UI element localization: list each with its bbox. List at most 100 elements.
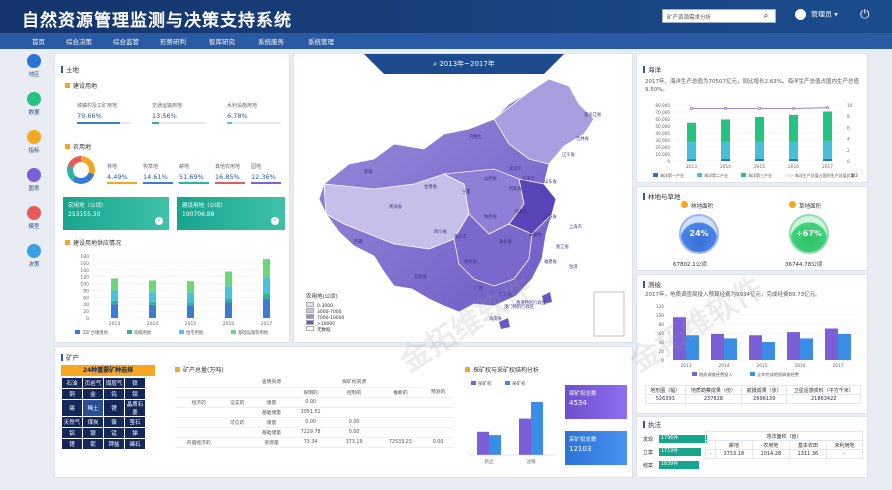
survey-bar[interactable] xyxy=(838,333,851,360)
mineral-cell[interactable]: 页岩气 xyxy=(82,377,104,389)
ocean-bar[interactable] xyxy=(755,116,764,142)
sidebar-item-5[interactable]: 决策 xyxy=(16,244,52,268)
ocean-bar[interactable] xyxy=(789,114,798,142)
mineral-cell[interactable]: 铌 xyxy=(82,438,104,450)
mineral-cell[interactable]: 煤层气 xyxy=(103,377,125,389)
ocean-bar[interactable] xyxy=(721,141,730,160)
supply-bar[interactable] xyxy=(111,278,118,291)
supply-bar[interactable] xyxy=(263,259,270,279)
supply-bar[interactable] xyxy=(225,302,232,319)
ocean-bar[interactable] xyxy=(687,159,696,161)
mineral-cell[interactable]: 锂 xyxy=(61,438,83,450)
supply-bar[interactable] xyxy=(187,292,194,303)
survey-bar[interactable] xyxy=(800,338,813,360)
ocean-bar[interactable] xyxy=(755,158,764,161)
mineral-cell[interactable]: 晶质石墨 xyxy=(124,399,146,417)
mineral-cell[interactable]: 钨 xyxy=(103,388,125,400)
supply-bar[interactable] xyxy=(225,298,232,303)
explore-total-card[interactable]: 探矿权总数 4534 xyxy=(565,385,627,419)
supply-bar[interactable] xyxy=(263,293,270,300)
supply-bar[interactable] xyxy=(187,281,194,293)
law-bar[interactable]: 1839件 xyxy=(659,461,699,469)
supply-bar[interactable] xyxy=(263,278,270,294)
mineral-cell[interactable]: 钾盐 xyxy=(103,438,125,450)
law-bar[interactable]: 1719件 xyxy=(659,448,701,456)
ocean-bar[interactable] xyxy=(755,141,764,159)
rights-bar[interactable] xyxy=(489,435,501,455)
mineral-cell[interactable]: 铝 xyxy=(61,427,83,439)
supply-bar[interactable] xyxy=(149,292,156,302)
farmland-total-card[interactable]: 农用地（公顷） 253155.30 › xyxy=(63,197,169,230)
mineral-cell[interactable]: 铜 xyxy=(61,388,83,400)
ocean-bar[interactable] xyxy=(789,141,798,159)
building-total-card[interactable]: 建设用地（公顷） 190706.88 › xyxy=(177,197,285,230)
sidebar-item-1[interactable]: 数据 xyxy=(16,92,52,116)
china-map[interactable] xyxy=(294,74,634,342)
mineral-cell[interactable]: 萤石 xyxy=(124,416,146,428)
mine-total-card[interactable]: 采矿权总数 12103 xyxy=(565,431,627,465)
supply-bar[interactable] xyxy=(149,301,156,305)
ocean-bar[interactable] xyxy=(823,111,832,141)
mineral-cell[interactable]: 锰 xyxy=(103,427,125,439)
supply-bar[interactable] xyxy=(149,304,156,318)
rights-bar[interactable] xyxy=(531,401,543,455)
mineral-cell[interactable]: 锂 xyxy=(103,399,125,417)
nav-item-3[interactable]: 形势研判 xyxy=(160,38,186,46)
ocean-bar[interactable] xyxy=(721,159,730,161)
ocean-bar[interactable] xyxy=(687,122,696,143)
nav-item-6[interactable]: 系统管理 xyxy=(308,38,334,46)
survey-bar[interactable] xyxy=(711,333,724,360)
supply-bar[interactable] xyxy=(225,286,232,299)
mineral-cell[interactable]: 锡 xyxy=(61,399,83,417)
supply-bar[interactable] xyxy=(187,305,194,318)
survey-bar[interactable] xyxy=(787,332,800,360)
mineral-cell[interactable]: 钼 xyxy=(124,388,146,400)
mineral-cell[interactable]: 石油 xyxy=(61,377,83,389)
survey-bar[interactable] xyxy=(825,328,838,361)
mineral-cell[interactable]: 煤炭 xyxy=(82,416,104,428)
ocean-bar[interactable] xyxy=(823,140,832,159)
survey-bar[interactable] xyxy=(762,342,775,360)
sidebar-item-3[interactable]: 图表 xyxy=(16,168,52,192)
mineral-grid[interactable]: 石油 页岩气 煤层气铁铜金钨钼锡稀土锂晶质石墨 天然气 煤炭镍萤石铝银锰锑锂铌钾盐 磷石 xyxy=(61,377,146,450)
nav-item-2[interactable]: 综合监管 xyxy=(113,38,139,46)
supply-bar[interactable] xyxy=(149,280,156,293)
mineral-cell[interactable]: 稀土 xyxy=(82,399,104,417)
mineral-cell[interactable]: 金 xyxy=(82,388,104,400)
power-icon[interactable]: ⏻ xyxy=(860,7,870,21)
mineral-cell[interactable]: 磷石 xyxy=(124,438,146,450)
supply-bar[interactable] xyxy=(225,271,232,287)
sidebar-item-4[interactable]: 模型 xyxy=(16,206,52,230)
survey-bar[interactable] xyxy=(724,338,737,360)
mineral-cell[interactable]: 镍 xyxy=(103,416,125,428)
supply-bar[interactable] xyxy=(111,290,118,301)
supply-bar[interactable] xyxy=(263,299,270,318)
sidebar-item-2[interactable]: 指标 xyxy=(16,130,52,154)
supply-bar[interactable] xyxy=(111,300,118,305)
ocean-bar[interactable] xyxy=(823,158,832,161)
mineral-cell[interactable]: 银 xyxy=(82,427,104,439)
nav-item-4[interactable]: 智库研究 xyxy=(209,38,235,46)
survey-bar[interactable] xyxy=(686,335,699,360)
survey-bar[interactable] xyxy=(749,335,762,360)
user-menu[interactable]: 管理员 ▾ xyxy=(795,9,838,20)
mineral-cell[interactable]: 铁 xyxy=(124,377,146,389)
nav-item-0[interactable]: 首页 xyxy=(32,38,45,46)
supply-bar[interactable] xyxy=(187,302,194,306)
search-icon[interactable]: ⌕ xyxy=(763,11,769,20)
survey-bar[interactable] xyxy=(673,317,686,360)
ocean-bar[interactable] xyxy=(789,158,798,161)
sidebar-item-0[interactable]: 地区 xyxy=(16,54,52,78)
ocean-bar[interactable] xyxy=(687,142,696,160)
nav-item-5[interactable]: 系统服务 xyxy=(258,38,284,46)
supply-bar[interactable] xyxy=(111,304,118,318)
legend-pager[interactable]: 1/2 xyxy=(851,173,858,178)
mineral-cell[interactable]: 锑 xyxy=(124,427,146,439)
rights-bar[interactable] xyxy=(519,418,531,455)
nav-item-1[interactable]: 综合决策 xyxy=(66,38,92,46)
search-input[interactable]: 矿产资源需求分析 ⌕ xyxy=(662,9,776,23)
mineral-cell[interactable]: 天然气 xyxy=(61,416,83,428)
law-bar[interactable]: 1796件 xyxy=(659,435,707,443)
ocean-bar[interactable] xyxy=(721,119,730,142)
rights-bar[interactable] xyxy=(477,431,489,455)
